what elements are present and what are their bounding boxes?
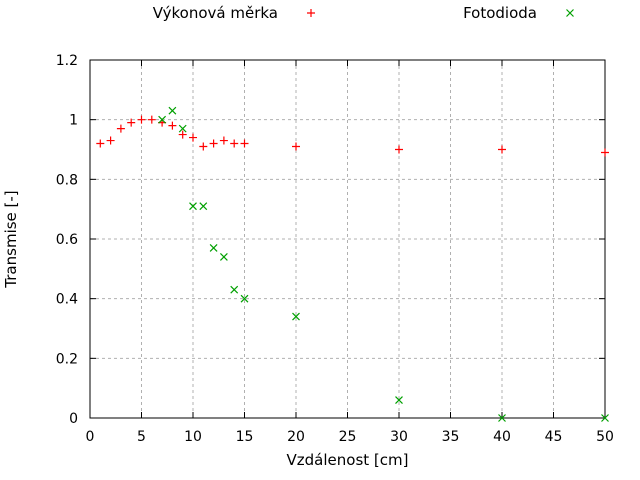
cross-marker (601, 414, 609, 422)
y-tick-label: 0.4 (56, 292, 78, 308)
tick-marks (89, 59, 606, 419)
series-power-meter-points (96, 115, 609, 157)
plus-marker (199, 142, 208, 151)
cross-marker (219, 252, 228, 261)
plus-marker (96, 139, 105, 148)
legend-entry-photodiode: Fotodioda (399, 4, 577, 22)
plus-marker (230, 139, 239, 148)
cross-marker (199, 202, 208, 211)
y-tick-label: 0 (69, 411, 78, 427)
cross-marker (158, 115, 167, 124)
x-tick-label: 30 (390, 429, 408, 445)
legend-entry-power-meter: Výkonová měrka (140, 4, 318, 22)
x-tick-label: 15 (236, 429, 254, 445)
cross-marker (292, 312, 300, 321)
cross-marker (178, 124, 187, 133)
plus-marker (240, 139, 249, 148)
x-tick-label: 25 (339, 429, 357, 445)
x-axis-title: Vzdálenost [cm] (286, 451, 409, 469)
x-tick-label: 45 (545, 429, 563, 445)
grid-lines (90, 60, 605, 418)
x-tick-label: 5 (137, 429, 146, 445)
x-tick-label: 20 (287, 429, 305, 445)
plus-marker (116, 124, 125, 133)
x-tick-label: 10 (184, 429, 202, 445)
plus-marker (292, 142, 300, 151)
series-photodiode-points (158, 106, 609, 422)
plus-marker (106, 136, 115, 145)
cross-marker (209, 244, 218, 252)
y-tick-label: 1 (69, 113, 78, 129)
x-tick-labels: 0 5 10 15 20 25 30 35 40 45 50 (86, 429, 614, 445)
plus-marker (601, 148, 609, 157)
plus-marker (209, 139, 218, 148)
y-tick-label: 0.6 (56, 232, 78, 248)
x-tick-label: 0 (86, 429, 95, 445)
cross-marker (189, 202, 197, 211)
cross-marker (498, 414, 506, 422)
cross-marker (230, 285, 239, 294)
plus-marker (178, 130, 187, 139)
y-tick-labels: 0 0.2 0.4 0.6 0.8 1 1.2 (56, 53, 78, 427)
y-tick-label: 0.2 (56, 351, 78, 367)
plus-marker (127, 118, 136, 127)
cross-marker-icon (566, 9, 574, 17)
plus-marker-icon (307, 9, 315, 17)
legend-label-power-meter: Výkonová měrka (152, 4, 278, 22)
plus-marker (189, 133, 197, 142)
cross-marker (168, 106, 177, 115)
plus-marker (137, 115, 146, 124)
cross-marker (395, 396, 403, 405)
x-tick-label: 35 (442, 429, 460, 445)
plus-marker (498, 145, 506, 154)
legend-label-photodiode: Fotodioda (463, 4, 537, 22)
plot-border (89, 59, 606, 419)
plus-marker (168, 121, 177, 130)
plus-marker (147, 115, 156, 124)
y-tick-label: 0.8 (56, 172, 78, 188)
plus-marker (395, 145, 403, 154)
x-tick-label: 50 (596, 429, 614, 445)
y-tick-label: 1.2 (56, 53, 78, 69)
cross-marker (240, 294, 249, 303)
x-tick-label: 40 (493, 429, 511, 445)
plus-marker (219, 136, 228, 145)
